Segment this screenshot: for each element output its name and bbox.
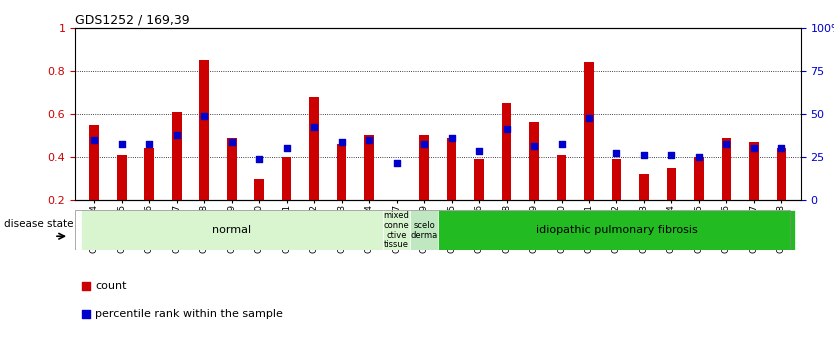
Bar xyxy=(383,210,410,250)
Bar xyxy=(227,138,237,200)
Point xyxy=(418,141,431,147)
Point xyxy=(198,113,211,119)
Bar xyxy=(447,138,456,200)
Point xyxy=(79,284,93,289)
Bar xyxy=(749,142,759,200)
Point xyxy=(280,146,294,151)
Point xyxy=(79,311,93,317)
Bar xyxy=(694,157,704,200)
Bar xyxy=(530,122,539,200)
Bar xyxy=(502,103,511,200)
Bar xyxy=(89,125,99,200)
Bar xyxy=(254,179,264,200)
Text: percentile rank within the sample: percentile rank within the sample xyxy=(95,309,284,319)
Bar xyxy=(364,136,374,200)
Point xyxy=(115,141,128,147)
Bar xyxy=(557,155,566,200)
Point xyxy=(637,152,651,158)
Point xyxy=(775,146,788,151)
Text: count: count xyxy=(95,282,127,292)
Bar xyxy=(81,210,383,250)
Text: GDS1252 / 169,39: GDS1252 / 169,39 xyxy=(75,13,189,27)
Bar xyxy=(172,112,182,200)
Bar xyxy=(721,138,731,200)
Text: mixed
conne
ctive
tissue: mixed conne ctive tissue xyxy=(384,211,409,249)
Bar xyxy=(438,210,795,250)
Point xyxy=(390,161,404,166)
Bar xyxy=(639,174,649,200)
Text: scelo
derma: scelo derma xyxy=(410,221,438,240)
Bar xyxy=(199,60,209,200)
Point xyxy=(363,137,376,142)
Point xyxy=(692,154,706,160)
Point xyxy=(665,152,678,158)
Bar xyxy=(337,144,346,200)
Point xyxy=(555,141,568,147)
Point xyxy=(472,148,485,153)
Bar xyxy=(776,148,786,200)
Bar xyxy=(420,136,429,200)
Point xyxy=(500,126,513,132)
Point xyxy=(308,124,321,130)
Text: disease state: disease state xyxy=(3,219,73,229)
Text: idiopathic pulmonary fibrosis: idiopathic pulmonary fibrosis xyxy=(535,225,697,235)
Bar xyxy=(144,148,154,200)
Point xyxy=(253,156,266,162)
Bar xyxy=(117,155,127,200)
Point xyxy=(582,115,595,121)
Point xyxy=(527,144,540,149)
Point xyxy=(225,139,239,145)
Text: normal: normal xyxy=(212,225,251,235)
Point xyxy=(445,135,458,140)
Bar xyxy=(666,168,676,200)
Point xyxy=(170,133,183,138)
Point xyxy=(335,139,349,145)
Bar xyxy=(410,210,438,250)
Point xyxy=(143,141,156,147)
Bar xyxy=(282,157,292,200)
Point xyxy=(610,150,623,155)
Point xyxy=(747,146,761,151)
Bar xyxy=(611,159,621,200)
Point xyxy=(720,141,733,147)
Bar xyxy=(475,159,484,200)
Bar xyxy=(309,97,319,200)
Bar xyxy=(584,62,594,200)
Point xyxy=(88,137,101,142)
